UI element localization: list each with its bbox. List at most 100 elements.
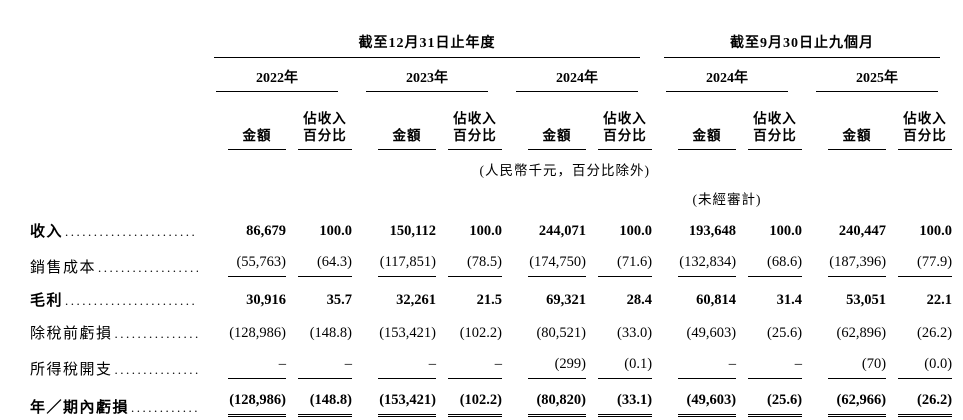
cell-value: (128,986) [229,392,286,408]
cell-value: (299) [554,356,586,372]
rule-line [678,276,737,277]
cell-value: (187,396) [829,254,887,270]
percent-header-line1: 佔收入 [753,111,797,126]
amount-header-label: 金額 [228,127,286,150]
table-cell: (68.6) [736,241,803,277]
table-cell: (62,966) [802,379,887,417]
sub-header-row: 金額 佔收入 百分比 金額 佔收入 百分比 金額 佔收入 百分比 金額 佔收入 百分比 … [30,92,953,150]
cell-value: (102.2) [459,325,502,341]
cell-value: 22.1 [926,292,953,308]
table-cell: (25.6) [736,379,803,417]
year-header-2023: 2023年 [352,58,502,92]
cell-value: 35.7 [326,292,352,308]
table-cell: – [202,343,286,379]
table-cell: 35.7 [286,277,352,310]
cell-value: 53,051 [846,292,887,308]
year-header-2024: 2024年 [502,58,652,92]
cell-value: 31.4 [776,292,803,308]
rule-line [378,378,436,379]
year-header-2022: 2022年 [202,58,352,92]
table-cell: (55,763) [202,241,286,277]
cell-value: (80,820) [536,392,586,408]
unaudited-note: (未經審計) [692,192,762,207]
year-header-2025: 2025年 [802,58,952,92]
table-cell: – [736,343,803,379]
cell-value: (68.6) [766,254,803,270]
cell-value: (148.8) [309,392,352,408]
table-cell: (148.8) [286,310,352,343]
table-cell: 32,261 [352,277,436,310]
percent-header-label: 佔收入 百分比 [598,110,653,150]
percent-header-label: 佔收入 百分比 [748,110,803,150]
row-label-text: 年／期內虧損 [30,400,130,416]
table-cell: (299) [502,343,586,379]
rule-line [448,276,502,277]
cell-value: (26.2) [916,392,953,408]
cell-value: (25.6) [766,325,803,341]
table-cell: 30,916 [202,277,286,310]
cell-value: (71.6) [616,254,653,270]
percent-header: 佔收入 百分比 [736,92,803,150]
row-label: 所得稅開支 [30,343,202,379]
cell-value: (102.2) [459,392,502,408]
cell-value: (49,603) [686,392,737,408]
table-cell: – [352,343,436,379]
financial-summary-table: 截至12月31日止年度 截至9月30日止九個月 2022年 2023年 2024… [30,12,953,417]
table-cell: – [286,343,352,379]
dot-leader [98,260,198,276]
row-label: 除稅前虧損 [30,310,202,343]
table-cell: 193,648 [652,208,736,241]
section-year-end: 截至12月31日止年度 [202,12,652,58]
cell-value: 100.0 [619,223,653,239]
cell-value: (153,421) [379,392,436,408]
percent-header-line1: 佔收入 [303,111,347,126]
table-cell: (64.3) [286,241,352,277]
double-rule-line [298,414,352,417]
corner-spacer [30,12,202,58]
table-cell: (174,750) [502,241,586,277]
table-cell: 100.0 [886,208,952,241]
section-nine-months: 截至9月30日止九個月 [652,12,952,58]
table-cell: 86,679 [202,208,286,241]
cell-value: (117,851) [379,254,436,270]
table-cell: (33.1) [586,379,653,417]
table-cell: (78.5) [436,241,502,277]
table-cell: (25.6) [736,310,802,343]
percent-header-line1: 佔收入 [603,111,647,126]
cell-value: (62,966) [836,392,887,408]
cell-value: 30,916 [246,292,286,308]
cell-value: 240,447 [838,223,887,239]
section-year-end-label: 截至12月31日止年度 [214,32,641,58]
table-cell: (33.0) [586,310,652,343]
section-nine-months-label: 截至9月30日止九個月 [664,32,941,58]
table-cell: – [652,343,737,379]
table-cell: (153,421) [352,310,436,343]
cell-value: (49,603) [686,325,737,341]
percent-header: 佔收入 百分比 [436,92,502,150]
cell-value: (128,986) [229,325,286,341]
table-cell: 100.0 [586,208,652,241]
rule-line [748,276,803,277]
double-rule-line [378,414,436,417]
rule-line [378,276,436,277]
units-note: (人民幣千元，百分比除外) [479,163,651,178]
table-row-loss-for-the-period: 年／期內虧損 (128,986) (148.8) (153,421) (102.… [30,379,953,417]
year-label: 2024年 [516,67,639,92]
table-cell: 100.0 [286,208,352,241]
cell-value: 244,071 [538,223,586,239]
double-rule-line [528,414,586,417]
unaudited-note-row: (未經審計) [30,179,952,208]
section-header-row: 截至12月31日止年度 截至9月30日止九個月 [30,12,952,58]
percent-header-line2: 百分比 [753,128,797,143]
table-row-gross-profit: 毛利 30,916 35.7 32,261 21.5 69,321 28.4 6… [30,277,952,310]
cell-value: (0.1) [624,356,653,372]
rule-line [528,378,586,379]
table-cell: (187,396) [802,241,887,277]
spacer [30,58,202,92]
table-cell: (128,986) [202,379,286,417]
table-cell: 60,814 [652,277,736,310]
amount-header-label: 金額 [828,127,887,150]
rule-line [598,276,653,277]
cell-value: 150,112 [389,223,436,239]
